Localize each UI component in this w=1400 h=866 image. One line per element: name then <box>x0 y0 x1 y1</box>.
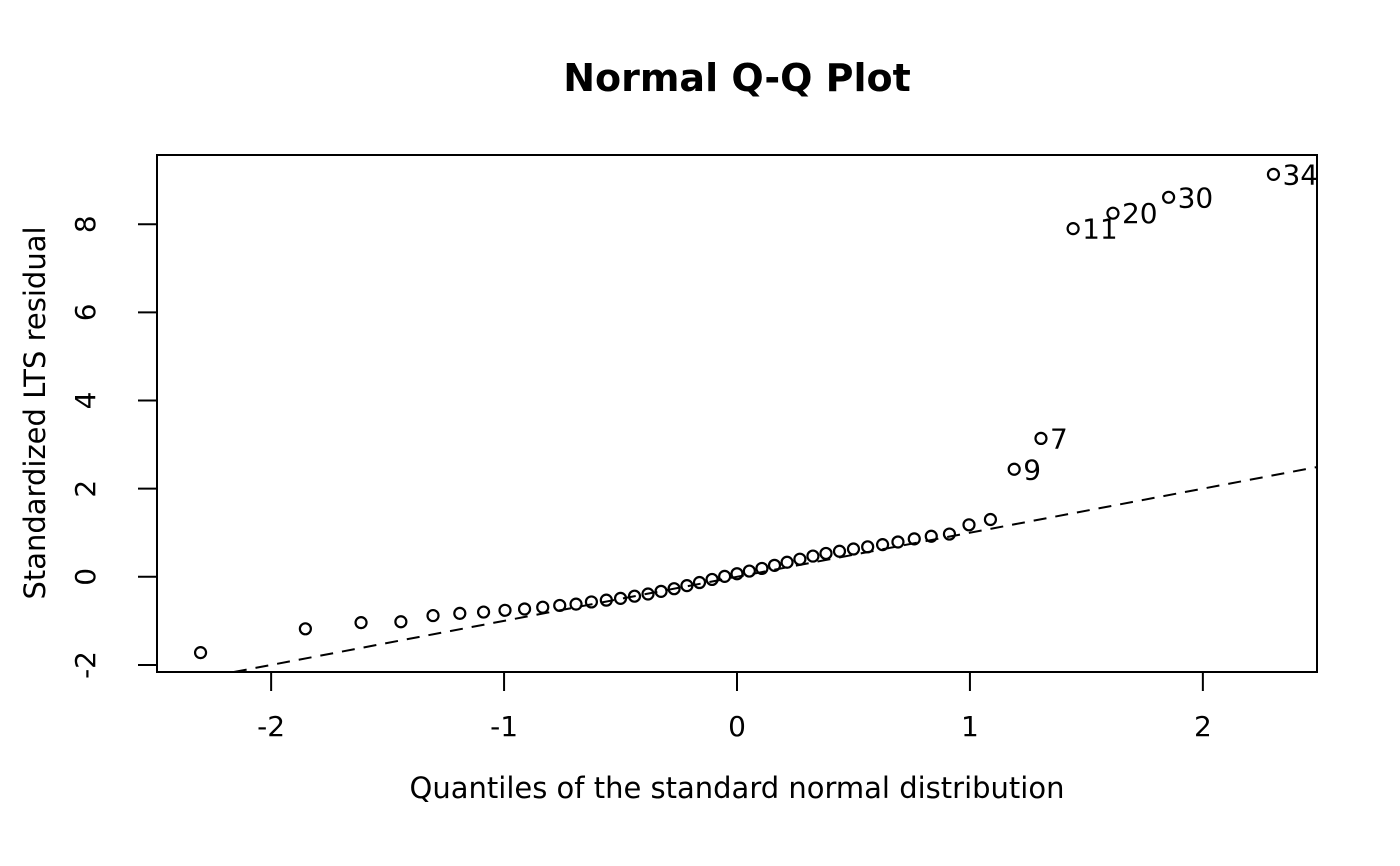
outlier-point-label: 30 <box>1178 181 1214 214</box>
data-point <box>793 552 807 566</box>
y-tick-label: 2 <box>69 480 102 498</box>
x-tick-label: -1 <box>490 710 518 743</box>
data-point <box>680 579 694 593</box>
data-point <box>755 561 769 576</box>
qq-reference-line <box>233 466 1318 673</box>
data-point <box>924 529 938 543</box>
data-point <box>742 564 756 578</box>
data-point <box>705 572 719 587</box>
data-point <box>983 512 998 527</box>
y-tick-label: 6 <box>69 303 102 321</box>
outlier-point-label: 7 <box>1050 422 1068 455</box>
data-point <box>193 646 208 660</box>
data-point <box>426 608 440 623</box>
data-point <box>453 606 467 620</box>
data-point <box>767 558 782 572</box>
data-point <box>569 597 583 611</box>
x-tick-label: 0 <box>728 710 746 743</box>
data-point <box>298 622 312 636</box>
data-point <box>667 582 681 596</box>
y-axis-label: Standardized LTS residual <box>18 226 52 599</box>
data-point <box>1066 222 1080 236</box>
x-axis-label: Quantiles of the standard normal distrib… <box>410 771 1065 805</box>
data-point <box>832 544 847 558</box>
x-axis-ticks: -2 -1 0 1 2 <box>257 672 1212 743</box>
data-point <box>692 575 707 590</box>
data-point <box>584 595 599 609</box>
x-tick-label: 2 <box>1194 710 1212 743</box>
data-point <box>1266 167 1281 181</box>
data-point <box>641 587 655 601</box>
data-point <box>942 527 957 541</box>
y-axis-ticks: -2 0 2 4 6 8 <box>69 215 157 679</box>
outlier-point-label: 11 <box>1082 213 1118 246</box>
x-tick-label: -2 <box>257 710 285 743</box>
outlier-labels: 97 11 20 30 34 <box>1023 158 1318 486</box>
data-point <box>1034 431 1048 446</box>
data-point <box>730 567 744 581</box>
y-tick-label: 0 <box>69 568 102 586</box>
data-point <box>654 584 668 598</box>
x-tick-label: 1 <box>961 710 979 743</box>
data-point <box>1007 462 1021 476</box>
data-point <box>907 532 921 546</box>
data-point <box>536 600 550 614</box>
data-point <box>962 518 976 532</box>
data-point <box>846 542 861 556</box>
panel-border <box>156 154 1318 673</box>
data-points <box>193 167 1281 660</box>
data-point <box>394 615 408 629</box>
data-point <box>806 549 820 563</box>
data-point <box>498 603 512 617</box>
chart-title: Normal Q-Q Plot <box>563 56 911 100</box>
data-point <box>1162 190 1176 204</box>
data-point <box>476 605 491 619</box>
y-tick-label: 8 <box>69 215 102 233</box>
data-point <box>891 535 905 549</box>
data-point <box>819 546 833 561</box>
data-point <box>718 569 732 583</box>
outlier-point-label: 9 <box>1023 453 1041 486</box>
data-point <box>553 598 567 613</box>
data-point <box>517 602 532 616</box>
plot-border <box>156 154 1318 673</box>
data-point <box>875 538 890 552</box>
y-tick-label: 4 <box>69 392 102 410</box>
data-point <box>861 540 875 554</box>
data-point <box>613 591 628 605</box>
reference-line <box>233 466 1318 673</box>
outlier-point-label: 34 <box>1282 158 1318 191</box>
data-point <box>354 616 368 630</box>
data-point <box>627 589 642 603</box>
y-tick-label: -2 <box>69 651 102 679</box>
data-point <box>780 555 794 569</box>
data-point <box>599 593 613 607</box>
outlier-point-label: 20 <box>1122 197 1158 230</box>
data-point <box>1106 206 1120 220</box>
plot-panel: -2 -1 0 1 2 -2 0 2 4 6 8 97 11 20 30 34 <box>69 154 1318 743</box>
